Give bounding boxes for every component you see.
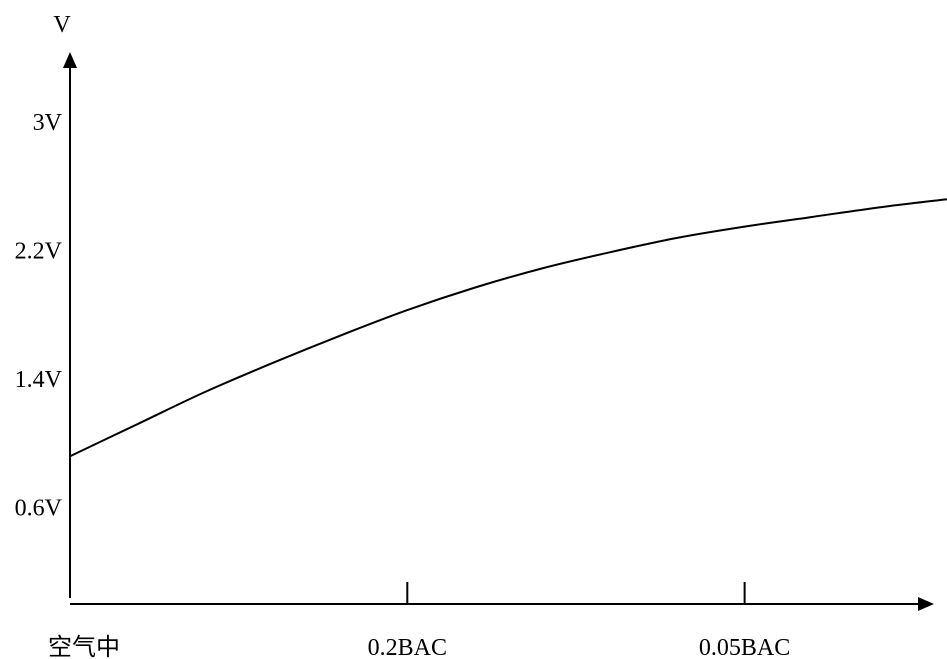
y-axis-label: V [53, 12, 71, 38]
series-line [69, 198, 947, 458]
x-axis [70, 597, 934, 611]
y-tick-labels: 3V 2.2V 1.4V 0.6V [15, 110, 63, 521]
x-ticks: 空气中 0.2BAC 0.05BAC [48, 582, 790, 659]
x-tick-label: 空气中 [48, 633, 120, 659]
x-tick-label: 0.2BAC [368, 635, 447, 659]
y-tick-label: 0.6V [15, 496, 63, 522]
x-axis-arrow-icon [918, 597, 934, 611]
y-axis: V [53, 12, 77, 598]
y-axis-arrow-icon [63, 52, 77, 68]
x-tick-label: 0.05BAC [699, 635, 790, 659]
y-tick-label: 1.4V [15, 367, 63, 393]
series-layer [69, 198, 947, 458]
y-tick-label: 2.2V [15, 239, 63, 265]
y-tick-label: 3V [33, 110, 63, 136]
